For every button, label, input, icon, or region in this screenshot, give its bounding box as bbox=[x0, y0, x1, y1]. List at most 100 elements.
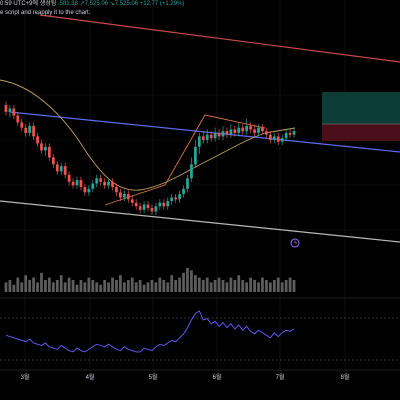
volume-bar bbox=[280, 282, 284, 292]
volume-bar bbox=[63, 282, 67, 292]
candle-body bbox=[213, 132, 217, 139]
candle-body bbox=[67, 174, 71, 182]
volume-bar bbox=[186, 268, 189, 292]
candle-body bbox=[122, 194, 126, 198]
volume-bar bbox=[130, 277, 134, 292]
volume-bar bbox=[205, 277, 209, 292]
candle-body bbox=[51, 157, 55, 165]
position-profit-zone[interactable] bbox=[322, 92, 400, 124]
candle-body bbox=[241, 127, 245, 132]
volume-bar bbox=[229, 277, 233, 292]
candle-body bbox=[130, 199, 134, 203]
candle-body bbox=[257, 127, 260, 133]
volume-bar bbox=[51, 282, 55, 292]
grid bbox=[0, 0, 400, 370]
volume-bar bbox=[221, 280, 225, 292]
volume-bar bbox=[95, 282, 99, 292]
candle-body bbox=[107, 181, 110, 186]
candle-body bbox=[209, 134, 213, 139]
candle-body bbox=[8, 108, 12, 112]
candle-body bbox=[288, 132, 292, 135]
candle-body bbox=[190, 164, 193, 179]
candle-body bbox=[268, 134, 272, 140]
candle-body bbox=[142, 204, 146, 210]
volume-bar bbox=[245, 282, 249, 292]
candles bbox=[4, 101, 296, 215]
candle-body bbox=[249, 125, 253, 130]
legend-ohlc-values: .581.38 ↗7,525.06 ↘7,525.06 +12.77 (+1.2… bbox=[57, 1, 185, 7]
candle-body bbox=[146, 204, 150, 209]
volume-bar bbox=[87, 277, 91, 292]
trendline-lower-white[interactable] bbox=[0, 200, 400, 243]
x-axis-label: 6월 bbox=[212, 375, 222, 381]
candle-body bbox=[166, 201, 170, 207]
volume-bar bbox=[20, 282, 24, 292]
candle-body bbox=[119, 192, 122, 198]
candle-body bbox=[75, 180, 79, 186]
volume-bar bbox=[103, 280, 107, 292]
candle-body bbox=[16, 115, 20, 123]
volume-bar bbox=[150, 280, 154, 292]
volume-bar bbox=[182, 272, 185, 292]
trendline-upper-red[interactable] bbox=[39, 14, 400, 63]
candle-body bbox=[193, 146, 197, 165]
candle-body bbox=[138, 206, 142, 210]
volume-bar bbox=[47, 277, 51, 292]
candle-body bbox=[245, 125, 249, 132]
volume-bar bbox=[158, 277, 162, 292]
volume-bar bbox=[209, 282, 213, 292]
candle-body bbox=[276, 136, 280, 142]
volume-bar bbox=[237, 275, 241, 292]
volume-bar bbox=[166, 282, 170, 292]
volume-bar bbox=[146, 282, 150, 292]
volume-bar bbox=[8, 280, 12, 292]
candle-body bbox=[158, 202, 162, 207]
candle-body bbox=[28, 125, 32, 133]
x-axis-label: 3월 bbox=[20, 375, 30, 381]
candle-body bbox=[261, 127, 264, 132]
volume-bar bbox=[55, 280, 59, 292]
candle-body bbox=[174, 197, 178, 200]
candle-body bbox=[87, 188, 91, 193]
volume-bar bbox=[265, 280, 268, 292]
candle-body bbox=[272, 136, 276, 140]
volume-bar bbox=[111, 277, 114, 292]
volume-bar bbox=[134, 282, 138, 292]
volume-bar bbox=[284, 280, 288, 292]
candle-body bbox=[95, 178, 99, 184]
candle-body bbox=[233, 129, 237, 133]
candle-body bbox=[115, 187, 118, 193]
alert-clock-icon[interactable] bbox=[290, 238, 300, 248]
volume-bar bbox=[115, 280, 118, 292]
candle-body bbox=[55, 164, 59, 172]
volume-bar bbox=[4, 282, 8, 292]
candle-body bbox=[99, 178, 103, 182]
candle-body bbox=[44, 146, 47, 151]
volume-bar bbox=[174, 280, 178, 292]
candle-body bbox=[170, 197, 174, 202]
position-loss-zone[interactable] bbox=[322, 124, 400, 141]
candle-body bbox=[237, 127, 241, 133]
volume-bar bbox=[28, 280, 32, 292]
volume-bar bbox=[32, 277, 35, 292]
volume-bar bbox=[83, 282, 87, 292]
volume-bar bbox=[241, 280, 245, 292]
volume-bar bbox=[75, 284, 79, 292]
volume-bar bbox=[178, 277, 181, 292]
candle-body bbox=[91, 183, 95, 189]
volume-bar bbox=[292, 280, 296, 292]
candle-body bbox=[182, 188, 185, 195]
volume-bar bbox=[91, 280, 95, 292]
volume-bar bbox=[197, 277, 201, 292]
trendline-blue[interactable] bbox=[9, 111, 400, 153]
candle-body bbox=[284, 132, 288, 139]
candle-body bbox=[71, 181, 75, 186]
volume-bar bbox=[253, 280, 256, 292]
script-notice: e script and reapply it to the chart. bbox=[0, 10, 91, 16]
swing-line bbox=[104, 114, 266, 206]
candle-body bbox=[24, 127, 28, 133]
candle-body bbox=[186, 178, 189, 189]
candle-body bbox=[12, 108, 16, 116]
volume-bar bbox=[233, 280, 237, 292]
